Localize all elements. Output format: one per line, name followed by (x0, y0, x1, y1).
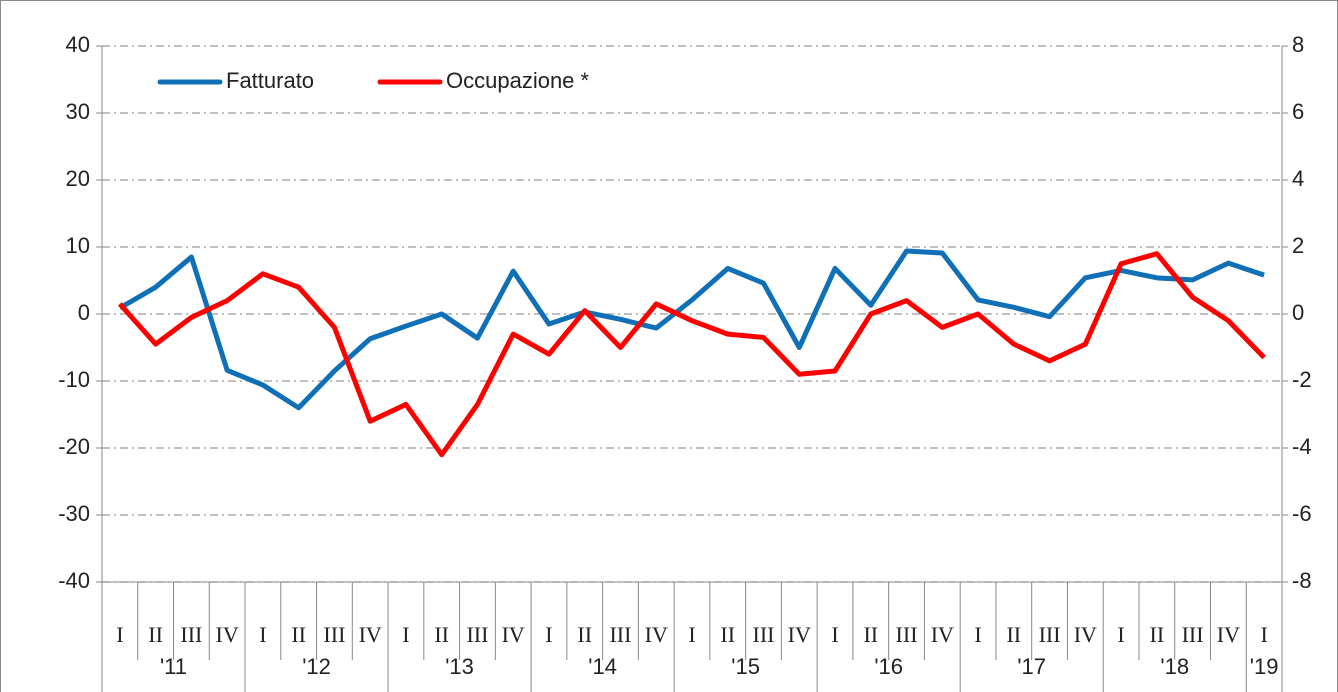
x-tick-label: I (831, 622, 838, 647)
x-tick-label: IV (1074, 622, 1097, 647)
x-tick-label: III (180, 622, 202, 647)
year-label: '17 (1017, 654, 1046, 679)
x-tick-label: III (753, 622, 775, 647)
x-tick-label: I (688, 622, 695, 647)
x-tick-label: III (609, 622, 631, 647)
y2-tick-label: 0 (1292, 300, 1304, 325)
x-tick-label: I (545, 622, 552, 647)
x-tick-label: III (323, 622, 345, 647)
x-tick-label: IV (359, 622, 382, 647)
legend-label: Fatturato (226, 68, 314, 93)
x-tick-label: II (1150, 622, 1165, 647)
x-tick-label: II (863, 622, 878, 647)
year-label: '19 (1250, 654, 1279, 679)
y-tick-label: -10 (58, 367, 90, 392)
year-label: '18 (1160, 654, 1189, 679)
year-label: '15 (731, 654, 760, 679)
legend-label: Occupazione * (446, 68, 590, 93)
x-tick-label: II (434, 622, 449, 647)
year-label: '14 (588, 654, 617, 679)
x-tick-label: III (1039, 622, 1061, 647)
y-tick-label: -30 (58, 501, 90, 526)
series-line (118, 248, 1265, 411)
x-tick-label: II (720, 622, 735, 647)
year-label: '13 (445, 654, 474, 679)
y2-tick-label: 2 (1292, 233, 1304, 258)
y-tick-label: 40 (66, 32, 90, 57)
y-tick-label: -40 (58, 568, 90, 593)
x-tick-label: IV (645, 622, 668, 647)
x-tick-label: I (974, 622, 981, 647)
y-tick-label: 10 (66, 233, 90, 258)
y-tick-label: 20 (66, 166, 90, 191)
x-tick-label: I (1260, 622, 1267, 647)
y2-tick-label: -6 (1292, 501, 1312, 526)
x-tick-label: IV (1217, 622, 1240, 647)
y2-tick-label: -8 (1292, 568, 1312, 593)
x-tick-label: I (402, 622, 409, 647)
y2-tick-label: -4 (1292, 434, 1312, 459)
x-tick-label: II (291, 622, 306, 647)
x-tick-label: II (148, 622, 163, 647)
x-tick-label: III (896, 622, 918, 647)
x-tick-label: III (1182, 622, 1204, 647)
x-tick-label: II (1006, 622, 1021, 647)
x-tick-label: IV (216, 622, 239, 647)
x-tick-label: I (1117, 622, 1124, 647)
y2-tick-label: 4 (1292, 166, 1304, 191)
y-tick-label: -20 (58, 434, 90, 459)
x-tick-label: I (259, 622, 266, 647)
year-label: '16 (874, 654, 903, 679)
year-label: '12 (302, 654, 331, 679)
x-tick-label: IV (931, 622, 954, 647)
x-tick-label: IV (788, 622, 811, 647)
year-label: '11 (160, 654, 187, 679)
y2-tick-label: 6 (1292, 99, 1304, 124)
x-tick-label: I (116, 622, 123, 647)
x-tick-label: II (577, 622, 592, 647)
y2-tick-label: -2 (1292, 367, 1312, 392)
y-tick-label: 0 (78, 300, 90, 325)
x-tick-label: IV (502, 622, 525, 647)
series-line (118, 251, 1266, 458)
y2-tick-label: 8 (1292, 32, 1304, 57)
x-tick-label: III (466, 622, 488, 647)
y-tick-label: 30 (66, 99, 90, 124)
